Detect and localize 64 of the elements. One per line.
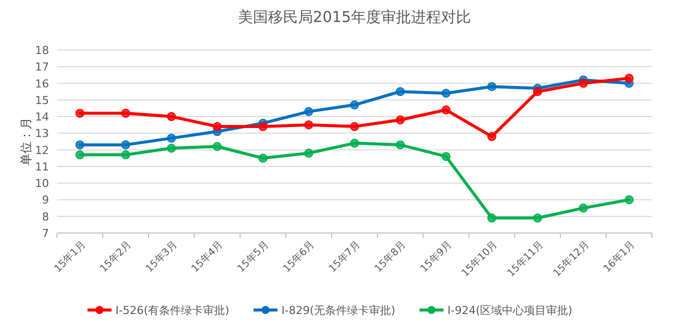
point [166, 134, 176, 143]
point [487, 132, 496, 142]
point [75, 140, 84, 150]
x-tick-label: 15年3月 [143, 238, 180, 275]
x-tick-label: 15年9月 [418, 238, 454, 275]
point [442, 152, 451, 161]
point [624, 195, 634, 204]
point [121, 108, 130, 118]
point [304, 107, 314, 116]
point [212, 142, 222, 151]
y-tick-label: 17 [35, 60, 49, 74]
x-tick-label: 15年11月 [505, 238, 546, 280]
y-tick-label: 15 [35, 94, 49, 107]
point [533, 214, 542, 223]
y-tick-label: 9 [42, 194, 49, 207]
point [350, 138, 359, 148]
point [578, 204, 588, 213]
point [487, 82, 496, 92]
x-tick-label: 15年5月 [234, 238, 272, 275]
point [533, 87, 542, 96]
y-tick-label: 7 [42, 227, 49, 240]
point [166, 112, 176, 122]
legend-label: I-829(无条件绿卡审批) [282, 304, 396, 317]
point [487, 214, 496, 223]
y-axis-title: 单位：月 [19, 118, 33, 166]
point [350, 100, 359, 110]
x-tick-label: 16年1月 [601, 238, 638, 275]
x-tick-label: 15年8月 [372, 238, 408, 275]
point [121, 140, 130, 150]
x-tick-label: 15年2月 [98, 238, 134, 275]
point [396, 87, 405, 96]
point [75, 150, 84, 160]
y-tick-label: 14 [35, 110, 49, 124]
y-tick-label: 13 [35, 127, 49, 140]
y-tick-label: 10 [35, 177, 49, 190]
x-tick-label: 15年10月 [459, 238, 500, 280]
point [304, 148, 314, 158]
point [212, 122, 222, 132]
point [578, 78, 588, 88]
x-tick-label: 15年6月 [280, 238, 317, 275]
point [396, 140, 405, 150]
legend-label: I-526(有条件绿卡审批) [116, 304, 230, 317]
y-tick-label: 11 [35, 160, 49, 174]
point [166, 144, 176, 153]
y-tick-label: 12 [35, 144, 49, 157]
point [75, 108, 84, 118]
point [442, 105, 451, 114]
point [624, 74, 634, 83]
point [304, 120, 314, 130]
x-tick-label: 15年4月 [189, 238, 226, 275]
y-tick-label: 8 [42, 210, 49, 224]
point [442, 88, 451, 98]
point [121, 150, 130, 160]
y-tick-label: 16 [35, 77, 49, 90]
legend-label: I-924(区域中心项目审批) [448, 304, 572, 317]
x-tick-label: 15年7月 [326, 238, 363, 275]
x-tick-label: 15年12月 [550, 238, 592, 280]
x-tick-label: 15年1月 [52, 238, 88, 275]
point [258, 154, 268, 163]
y-tick-label: 18 [35, 44, 49, 57]
chart-title: 美国移民局2015年度审批进程对比 [238, 8, 472, 26]
point [396, 115, 405, 124]
point [350, 122, 359, 132]
point [258, 122, 268, 132]
